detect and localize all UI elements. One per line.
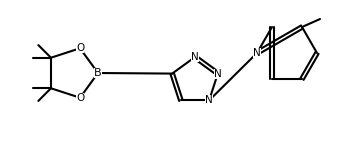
Text: B: B bbox=[94, 68, 102, 78]
Text: N: N bbox=[214, 69, 222, 79]
Text: O: O bbox=[76, 93, 84, 103]
Text: N: N bbox=[253, 48, 261, 58]
Text: O: O bbox=[76, 43, 84, 53]
Text: N: N bbox=[205, 95, 213, 105]
Text: N: N bbox=[191, 52, 199, 62]
